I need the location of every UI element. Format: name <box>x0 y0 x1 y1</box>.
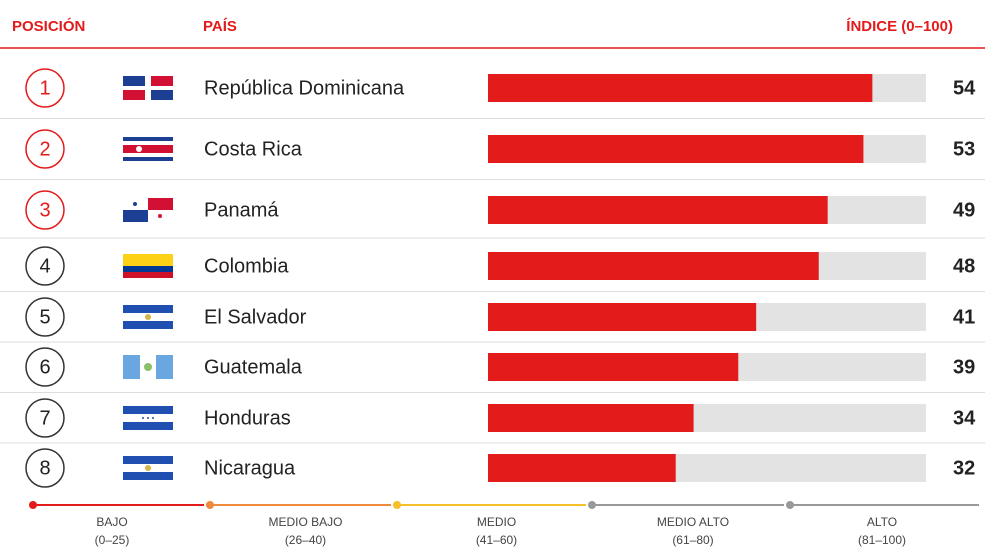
rank-badge <box>25 68 65 108</box>
scale-name: MEDIO <box>477 515 516 529</box>
flag-part <box>145 465 151 471</box>
scale-dot <box>29 501 37 509</box>
rank-badge <box>25 398 65 438</box>
flag-part <box>144 363 152 371</box>
flag <box>123 355 173 379</box>
scale-dot <box>206 501 214 509</box>
country-label: El Salvador <box>204 306 307 328</box>
flag-part <box>147 417 149 419</box>
rank-number: 1 <box>39 77 50 99</box>
scale-range: (61–80) <box>672 533 713 547</box>
rank-badge <box>25 129 65 169</box>
flag-part <box>145 314 151 320</box>
flag-part <box>123 145 173 153</box>
flag-part <box>123 472 173 480</box>
flag-part <box>148 198 173 210</box>
country-label: Colombia <box>204 255 289 277</box>
flag-part <box>123 141 173 145</box>
flag-part <box>123 272 173 278</box>
flag-part <box>158 214 162 218</box>
flag <box>123 76 173 100</box>
scale-dot <box>786 501 794 509</box>
flag-part <box>151 90 173 100</box>
flag-part <box>123 254 173 266</box>
header-rank: POSICIÓN <box>12 17 85 35</box>
value-label: 49 <box>953 199 975 221</box>
rank-number: 7 <box>39 407 50 429</box>
flag <box>123 254 173 278</box>
flag <box>123 198 173 222</box>
bar <box>488 74 873 102</box>
scale-name: MEDIO ALTO <box>657 515 729 529</box>
rank-number: 4 <box>39 255 50 277</box>
bar <box>488 252 819 280</box>
flag-part <box>133 202 137 206</box>
flag-part <box>123 422 173 430</box>
bar <box>488 196 828 224</box>
flag-part <box>123 305 173 313</box>
rank-number: 8 <box>39 457 50 479</box>
scale-range: (26–40) <box>285 533 326 547</box>
rank-badge <box>25 448 65 488</box>
flag <box>123 456 173 480</box>
country-label: Honduras <box>204 407 291 429</box>
rank-badge <box>25 347 65 387</box>
country-label: República Dominicana <box>204 77 405 99</box>
bar <box>488 303 757 331</box>
flag-part <box>123 266 173 272</box>
flag <box>123 137 173 161</box>
rank-badge <box>25 297 65 337</box>
flag-part <box>123 210 148 222</box>
bar <box>488 404 694 432</box>
flag-part <box>123 76 145 86</box>
scale-name: MEDIO BAJO <box>268 515 342 529</box>
rank-number: 2 <box>39 138 50 160</box>
flag-part <box>123 90 145 100</box>
value-label: 54 <box>953 77 976 99</box>
flag-part <box>123 157 173 161</box>
value-label: 41 <box>953 306 975 328</box>
header-index: ÍNDICE (0–100) <box>846 18 953 35</box>
country-label: Guatemala <box>204 356 303 378</box>
flag-part <box>136 146 142 152</box>
flag-part <box>123 153 173 157</box>
rank-badge <box>25 246 65 286</box>
bar <box>488 353 739 381</box>
flag-part <box>123 355 140 379</box>
rank-badge <box>25 190 65 230</box>
value-label: 34 <box>953 407 976 429</box>
rank-number: 3 <box>39 199 50 221</box>
flag-part <box>152 417 154 419</box>
value-label: 32 <box>953 457 975 479</box>
flag-part <box>123 406 173 414</box>
flag-part <box>151 76 173 86</box>
flag-part <box>156 355 173 379</box>
value-label: 39 <box>953 356 975 378</box>
flag <box>123 406 173 430</box>
flag-part <box>123 456 173 464</box>
bar <box>488 135 864 163</box>
rank-number: 6 <box>39 356 50 378</box>
scale-name: ALTO <box>867 515 897 529</box>
value-label: 53 <box>953 138 975 160</box>
country-label: Costa Rica <box>204 138 303 160</box>
scale-dot <box>393 501 401 509</box>
header-country: PAÍS <box>203 18 237 35</box>
scale-range: (0–25) <box>95 533 130 547</box>
flag-part <box>142 417 144 419</box>
flag-part <box>123 321 173 329</box>
scale-range: (41–60) <box>476 533 517 547</box>
bar <box>488 454 676 482</box>
scale-range: (81–100) <box>858 533 906 547</box>
flag-part <box>123 137 173 141</box>
scale-dot <box>588 501 596 509</box>
country-label: Panamá <box>204 199 279 221</box>
scale-name: BAJO <box>96 515 127 529</box>
rank-number: 5 <box>39 306 50 328</box>
value-label: 48 <box>953 255 975 277</box>
country-label: Nicaragua <box>204 457 296 479</box>
flag <box>123 305 173 329</box>
